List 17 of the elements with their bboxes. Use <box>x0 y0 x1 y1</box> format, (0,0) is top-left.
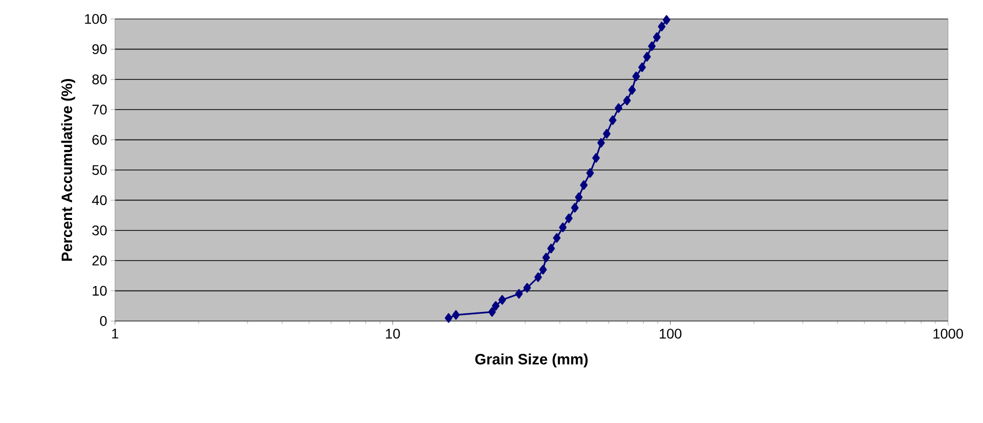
y-tick-label: 50 <box>92 165 107 175</box>
x-tick-label: 100 <box>660 328 682 339</box>
y-tick-label: 90 <box>92 44 107 54</box>
y-tick-label: 20 <box>92 256 107 266</box>
y-tick-label: 70 <box>92 104 107 115</box>
y-axis-title: Percent Accumulative (%) <box>61 79 76 261</box>
y-tick-label: 30 <box>92 225 107 236</box>
y-tick-label: 60 <box>92 134 107 145</box>
y-tick-label: 0 <box>100 316 107 326</box>
x-tick-label: 1 <box>112 328 118 338</box>
y-tick-label: 40 <box>92 195 107 206</box>
x-tick-label: 10 <box>386 328 400 339</box>
y-tick-label: 10 <box>92 286 107 296</box>
x-tick-label: 1000 <box>934 328 963 339</box>
y-tick-label: 80 <box>92 74 107 84</box>
y-tick-label: 100 <box>85 14 107 24</box>
x-axis-title: Grain Size (mm) <box>475 353 588 368</box>
